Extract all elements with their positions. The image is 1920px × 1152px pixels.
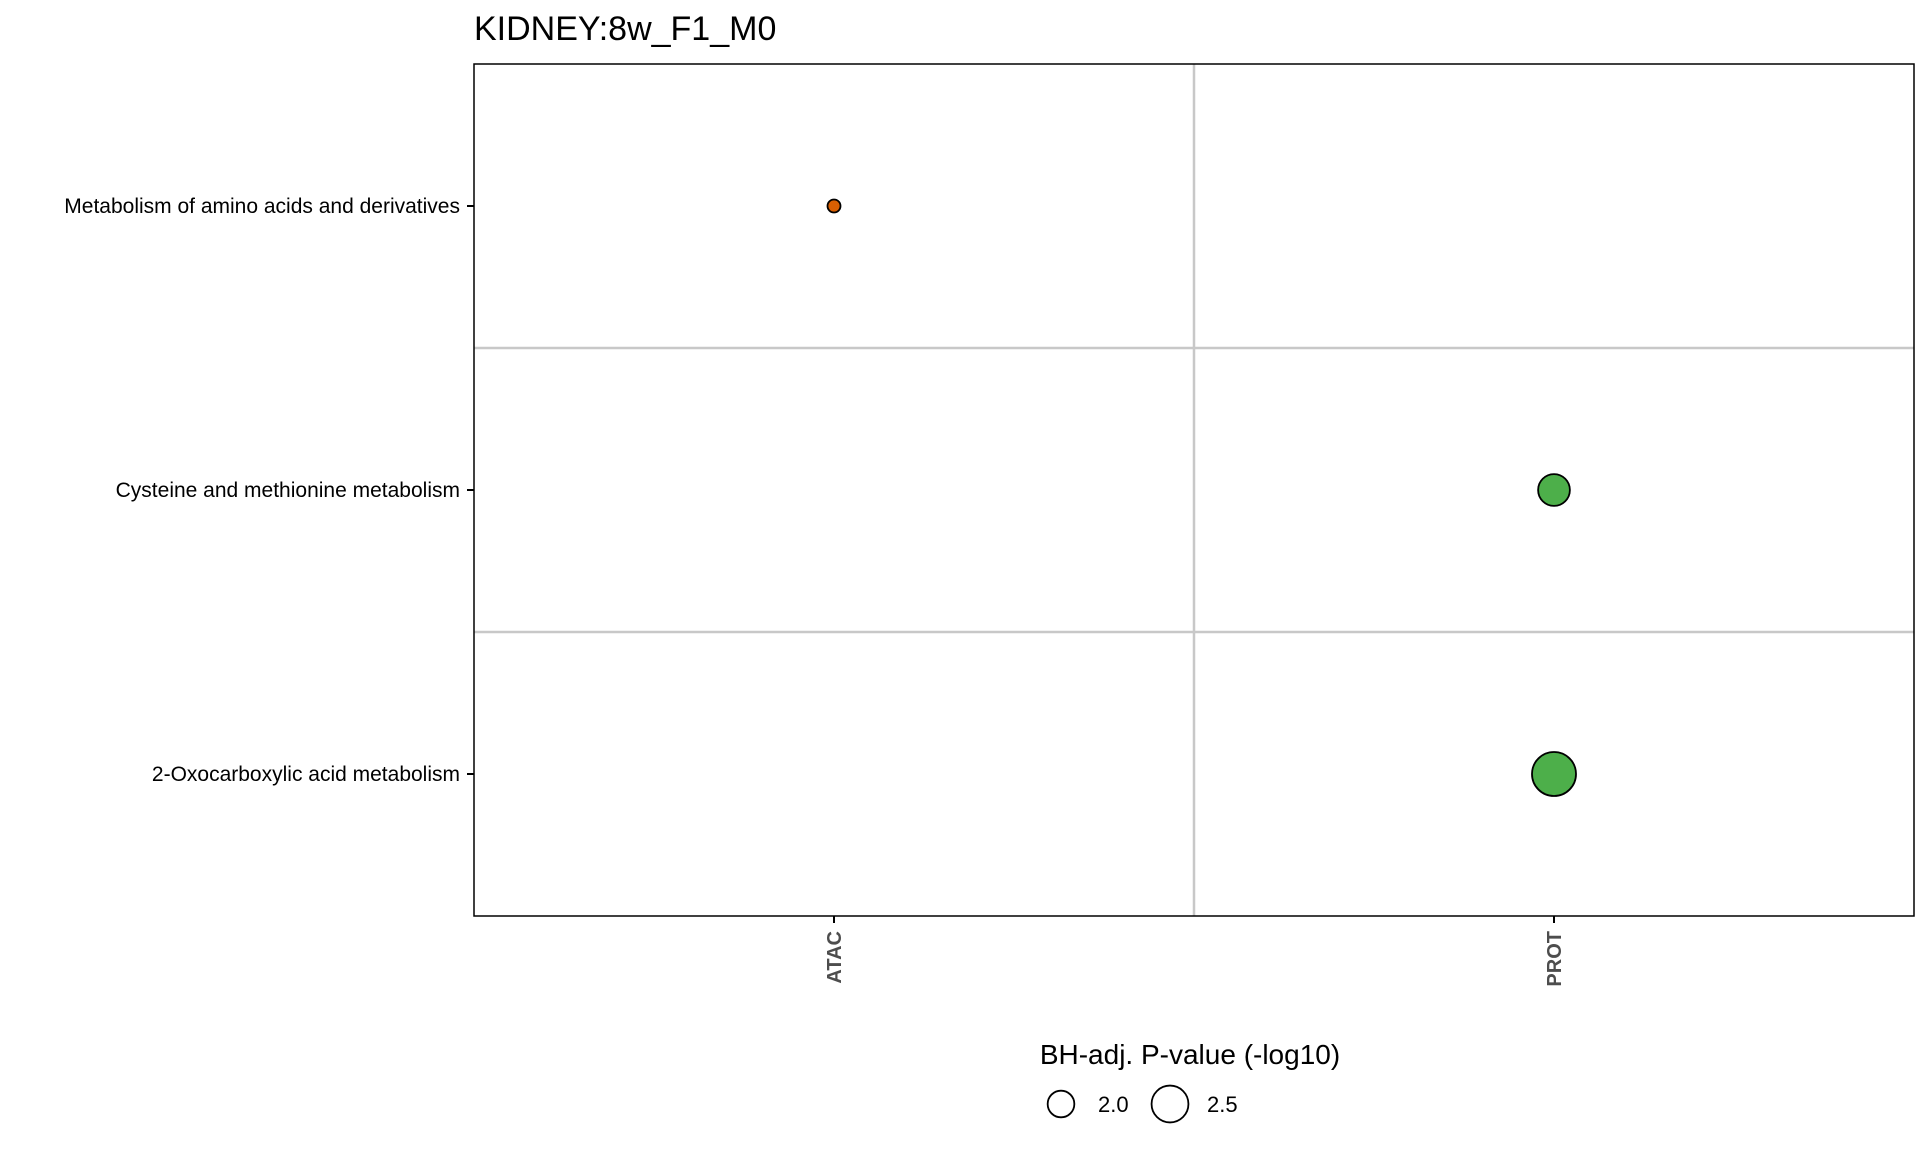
size-legend-key <box>1150 1084 1190 1124</box>
x-axis-tick-label: ATAC <box>824 931 846 984</box>
y-axis-tick-label: Metabolism of amino acids and derivative… <box>64 195 460 218</box>
data-point <box>826 198 842 214</box>
data-point <box>1537 473 1571 507</box>
data-point <box>1531 751 1577 797</box>
x-axis-tick-label: PROT <box>1544 931 1566 987</box>
size-legend-title: BH-adj. P-value (-log10) <box>1040 1039 1340 1070</box>
y-axis-tick-label: Cysteine and methionine metabolism <box>116 479 460 502</box>
size-legend-key <box>1046 1089 1076 1119</box>
chart-title: KIDNEY:8w_F1_M0 <box>474 10 776 48</box>
y-axis-tick-label: 2-Oxocarboxylic acid metabolism <box>152 763 460 786</box>
size-legend-label: 2.5 <box>1207 1092 1238 1117</box>
size-legend-label: 2.0 <box>1098 1092 1129 1117</box>
